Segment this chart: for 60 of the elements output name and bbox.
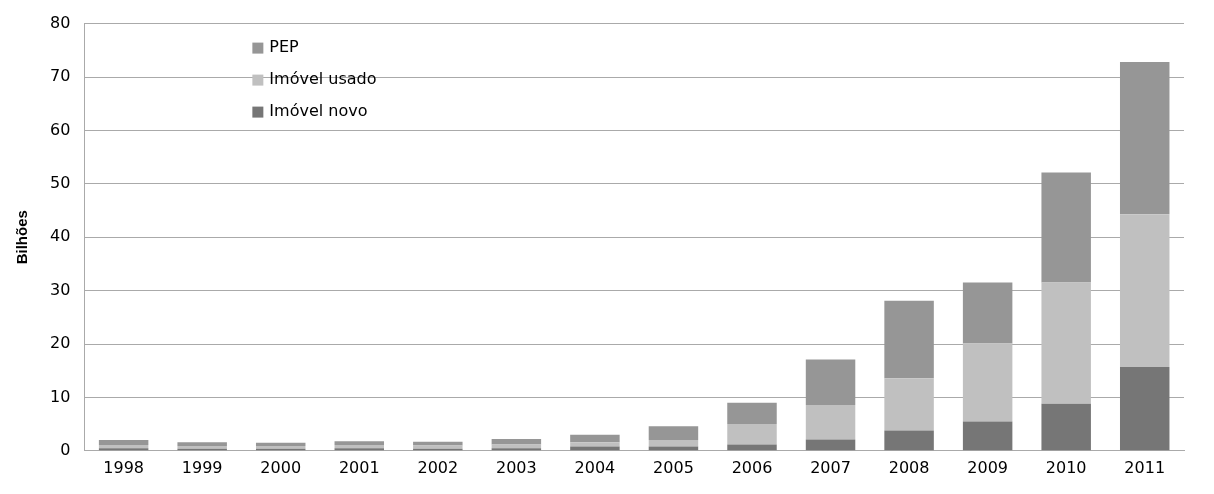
bar [98, 448, 149, 451]
y-axis-title: Bilhões [13, 210, 31, 265]
x-tick-label: 2002 [417, 457, 459, 477]
bar [570, 434, 620, 443]
bar [98, 444, 149, 449]
y-tick-label: 80 [50, 12, 71, 32]
bar [962, 343, 1013, 422]
bar [962, 282, 1013, 344]
x-tick-label: 2011 [1124, 457, 1166, 477]
y-tick-label: 60 [50, 119, 71, 139]
y-tick-label: 10 [50, 386, 71, 406]
x-tick-label: 2008 [888, 457, 930, 477]
bar [255, 442, 306, 446]
bar [1119, 214, 1170, 367]
y-tick-label: 70 [50, 66, 71, 86]
x-tick-label: 2006 [731, 457, 773, 477]
bar [1119, 62, 1170, 215]
x-tick-label: 2001 [338, 457, 380, 477]
bar [727, 402, 777, 425]
bar [1041, 282, 1091, 404]
x-tick-label: 2004 [574, 457, 616, 477]
y-tick-label: 30 [50, 279, 71, 299]
bar [1119, 366, 1170, 451]
bar [648, 426, 699, 441]
legend-label: Imóvel novo [269, 100, 368, 120]
y-tick-label: 20 [50, 333, 71, 353]
bar [727, 424, 777, 445]
x-tick-label: 1999 [181, 457, 223, 477]
bar [334, 444, 385, 449]
x-tick-label: 2009 [967, 457, 1008, 477]
bar [491, 444, 542, 449]
legend-label: Imóvel usado [269, 68, 377, 88]
x-tick-label: 1998 [103, 457, 144, 477]
legend-label: PEP [269, 36, 300, 56]
x-tick-label: 2010 [1045, 457, 1087, 477]
y-tick-label: 40 [50, 226, 71, 246]
bar [570, 442, 620, 447]
bar [805, 404, 856, 440]
bar [98, 440, 149, 445]
bar [805, 439, 856, 451]
bar [491, 439, 542, 445]
x-tick-label: 2007 [810, 457, 851, 477]
bar [727, 444, 777, 451]
bar [648, 440, 699, 447]
bar [1041, 172, 1091, 283]
bar [805, 359, 856, 405]
y-tick-label: 0 [60, 439, 71, 459]
bar [884, 300, 934, 379]
bar [884, 378, 934, 431]
bar [334, 448, 385, 451]
bar [334, 441, 385, 445]
bar [1041, 403, 1091, 451]
x-tick-label: 2003 [496, 457, 537, 477]
bar [177, 442, 227, 446]
x-tick-label: 2000 [260, 457, 302, 477]
bar [884, 430, 934, 451]
bar [491, 448, 542, 451]
x-tick-label: 2005 [653, 457, 694, 477]
y-tick-label: 50 [50, 172, 71, 192]
bar [962, 421, 1013, 451]
